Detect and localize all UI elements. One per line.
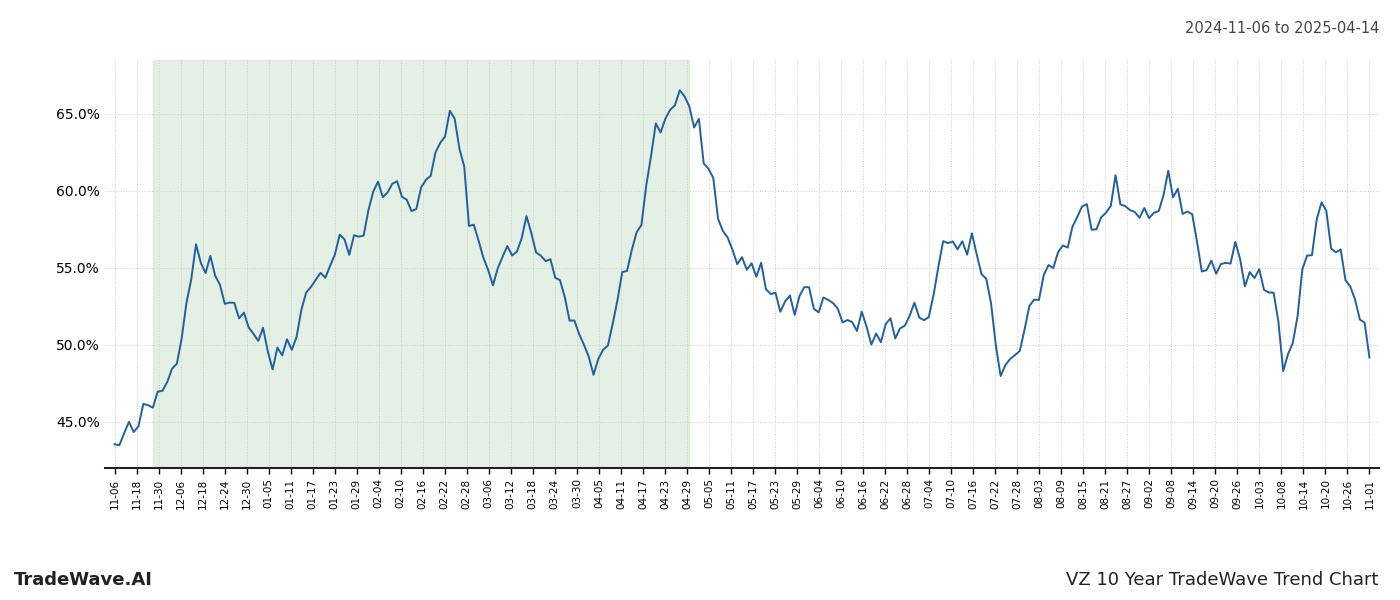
Bar	[153, 60, 689, 468]
Text: 2024-11-06 to 2025-04-14: 2024-11-06 to 2025-04-14	[1184, 21, 1379, 36]
Text: TradeWave.AI: TradeWave.AI	[14, 571, 153, 589]
Text: VZ 10 Year TradeWave Trend Chart: VZ 10 Year TradeWave Trend Chart	[1067, 571, 1379, 589]
